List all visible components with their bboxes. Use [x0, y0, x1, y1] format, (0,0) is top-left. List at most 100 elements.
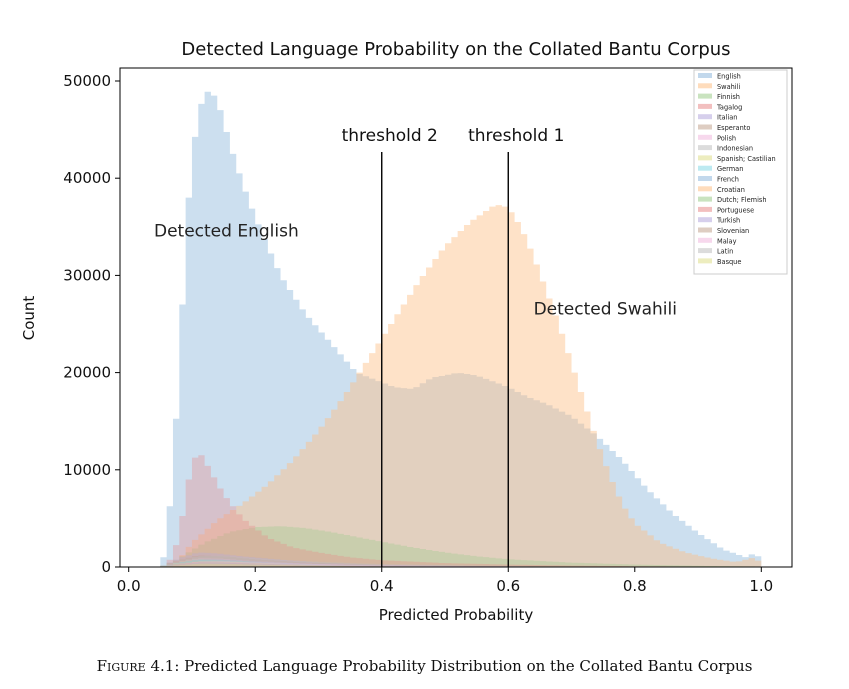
threshold-lines: threshold 2 threshold 1	[342, 126, 564, 567]
series-portuguese	[160, 562, 762, 567]
series-indonesian	[160, 555, 762, 567]
legend-swatch	[698, 186, 712, 192]
series-slovenian	[160, 563, 762, 567]
histogram-bars-path	[160, 559, 762, 567]
x-tick-label: 0.4	[370, 577, 394, 595]
histogram-bars-path	[160, 562, 762, 567]
series-basque	[160, 563, 762, 567]
series-english	[160, 91, 762, 567]
y-axis-label: Count	[20, 296, 38, 341]
legend-swatch	[698, 176, 712, 181]
legend-swatch	[698, 237, 712, 243]
region-annotation: Detected English	[154, 222, 299, 242]
y-tick-label: 30000	[63, 266, 111, 284]
legend-swatch	[698, 103, 712, 109]
legend-entry: Polish	[717, 134, 736, 142]
legend-entry: Esperanto	[717, 124, 750, 132]
series-italian	[160, 552, 762, 567]
series-french	[160, 559, 762, 567]
legend-entry: Indonesian	[717, 145, 753, 153]
legend-swatch	[698, 93, 712, 99]
legend-entry: Basque	[717, 258, 741, 266]
series-finnish	[160, 526, 762, 567]
threshold-label: threshold 1	[468, 126, 564, 146]
legend-swatch	[698, 258, 712, 264]
legend-entry: Latin	[717, 248, 733, 256]
figure-caption-text: Predicted Language Probability Distribut…	[184, 657, 753, 675]
series-dutch-flemish	[160, 562, 762, 567]
legend-swatch	[698, 217, 712, 223]
y-axis-ticks: 0 10000 20000 30000 40000 50000	[63, 72, 120, 576]
legend-entry: Italian	[717, 114, 737, 122]
histogram-bars-path	[166, 455, 762, 567]
chart-title: Detected Language Probability on the Col…	[181, 39, 730, 60]
x-tick-label: 0.2	[243, 577, 267, 595]
histogram-bars-path	[160, 561, 762, 567]
legend-swatch	[698, 155, 712, 161]
series-polish	[160, 558, 762, 567]
region-annotations: Detected English Detected Swahili	[154, 222, 677, 320]
histogram-bars-path	[160, 555, 762, 567]
legend-entry: Tagalog	[716, 103, 742, 111]
histogram-bars-path	[160, 205, 762, 568]
legend-entry: Turkish	[716, 217, 740, 225]
legend-entry: Slovenian	[717, 227, 749, 235]
legend-entry: Dutch; Flemish	[717, 196, 767, 204]
histogram-bars-path	[160, 552, 762, 567]
series-turkish	[160, 562, 762, 567]
histogram-bars-path	[160, 526, 762, 567]
histogram-chart: Detected Language Probability on the Col…	[20, 39, 793, 624]
series-tagalog	[166, 455, 762, 567]
series-spanish-castilian	[160, 559, 762, 567]
legend-entry: French	[717, 176, 739, 184]
y-tick-label: 0	[101, 558, 111, 576]
legend-swatch	[698, 114, 712, 120]
plot-frame	[119, 67, 793, 568]
series-malay	[160, 561, 762, 567]
legend-entry: Swahili	[717, 83, 740, 91]
threshold-label: threshold 2	[342, 126, 438, 146]
figure-caption-label: Figure 4.1:	[96, 657, 180, 675]
x-tick-label: 0.8	[623, 577, 647, 595]
histogram-bars-path	[160, 562, 762, 567]
histogram-bars-path	[160, 555, 762, 567]
legend-swatch	[698, 227, 712, 233]
histogram-bars-path	[160, 562, 762, 567]
legend-swatch	[698, 196, 712, 202]
series-latin	[160, 562, 762, 567]
histogram-bars-path	[160, 558, 762, 567]
histogram-bars	[160, 91, 762, 568]
x-tick-label: 0.6	[496, 577, 520, 595]
legend-swatch	[698, 165, 712, 171]
y-tick-label: 50000	[63, 72, 111, 90]
legend-entry: Finnish	[717, 93, 740, 101]
series-swahili	[160, 205, 762, 568]
histogram-bars-path	[160, 561, 762, 567]
legend-entry: English	[717, 73, 741, 81]
y-tick-label: 40000	[63, 169, 111, 187]
x-axis-ticks: 0.0 0.2 0.4 0.6 0.8 1.0	[117, 567, 773, 595]
x-tick-label: 0.0	[117, 577, 141, 595]
y-tick-label: 20000	[63, 364, 111, 382]
legend-swatch	[698, 248, 712, 254]
x-tick-label: 1.0	[749, 577, 773, 595]
legend-swatch	[698, 73, 712, 78]
legend-swatch	[698, 145, 712, 151]
legend-swatch	[698, 124, 712, 130]
legend-swatch	[698, 83, 712, 89]
legend-swatch	[698, 206, 712, 212]
histogram-bars-path	[160, 560, 762, 567]
legend-entry: Malay	[717, 237, 737, 245]
legend-entry: Croatian	[717, 186, 745, 194]
series-esperanto	[160, 555, 762, 567]
y-tick-label: 10000	[63, 461, 111, 479]
legend-entry: Spanish; Castilian	[717, 155, 776, 163]
series-croatian	[160, 561, 762, 567]
legend-entry: Portuguese	[717, 206, 754, 214]
histogram-bars-path	[160, 562, 762, 567]
histogram-bars-path	[160, 91, 762, 567]
histogram-bars-path	[160, 563, 762, 567]
series-german	[160, 560, 762, 567]
histogram-bars-path	[160, 563, 762, 567]
legend: English Swahili Finnish Tagalog Italian Esper…	[693, 69, 788, 275]
